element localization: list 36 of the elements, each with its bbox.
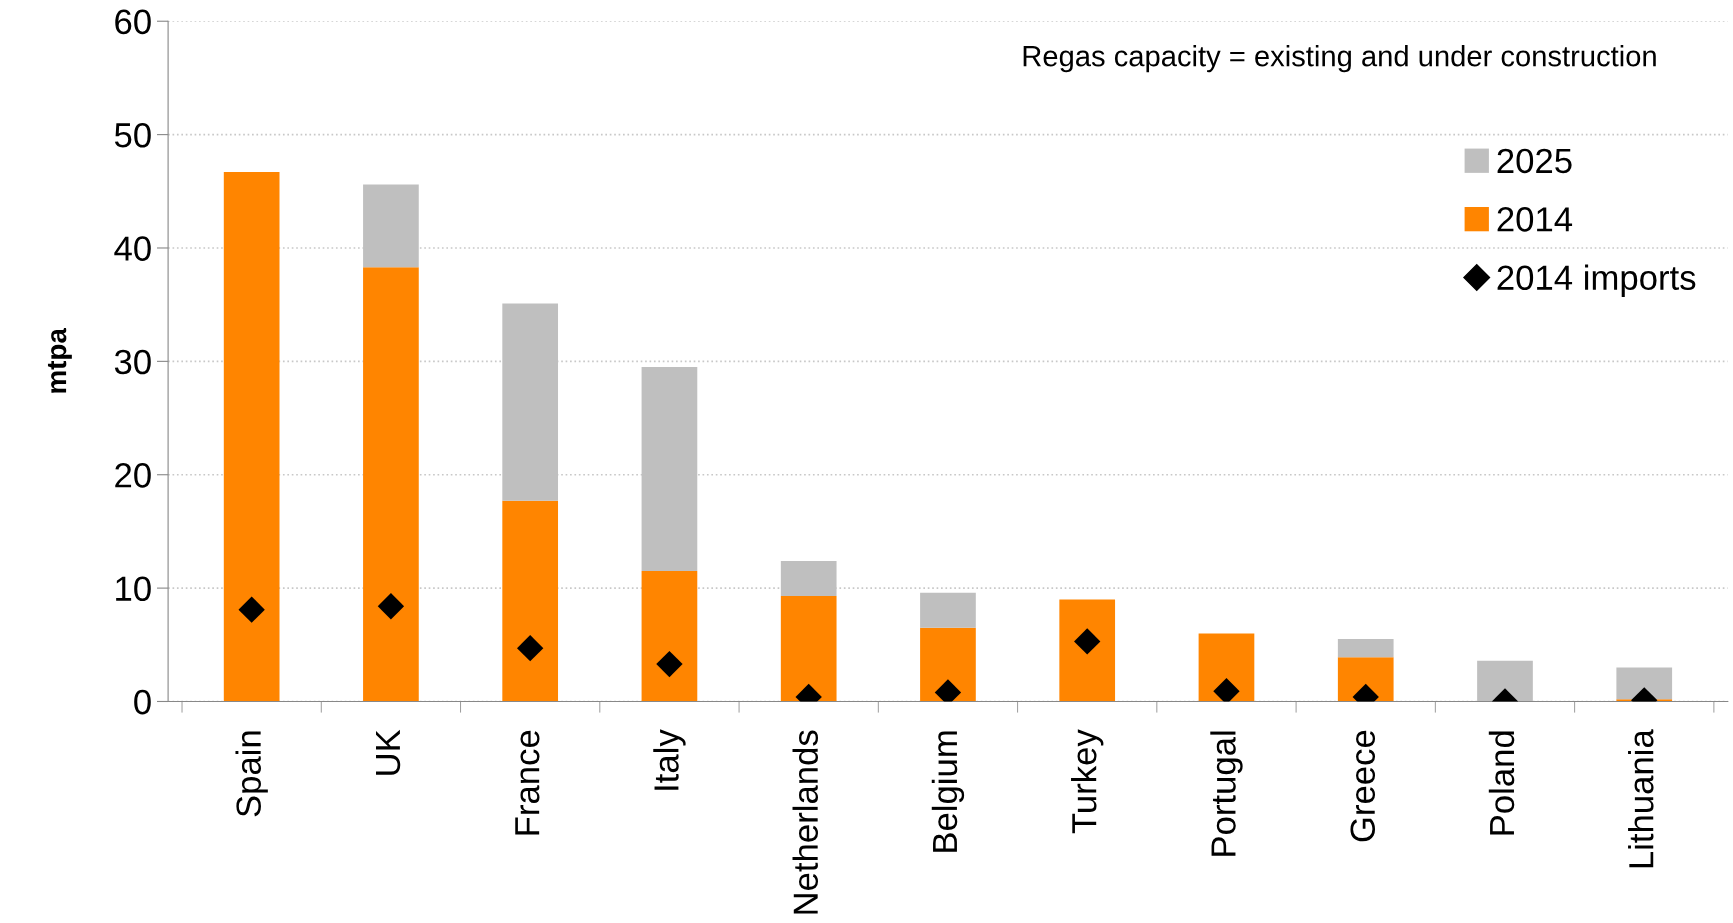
x-tick-label: France	[515, 730, 540, 835]
bar	[1616, 667, 1673, 700]
bar	[780, 596, 837, 702]
bar	[363, 267, 419, 702]
y-tick-label: 40	[114, 236, 151, 261]
y-tick-label: 50	[114, 122, 151, 148]
bar	[641, 571, 698, 702]
x-tick-label: Belgium	[931, 731, 965, 852]
y-axis-title: mtpa	[47, 327, 72, 393]
bar	[1198, 633, 1255, 702]
x-tick-label: UK	[376, 729, 401, 775]
bar	[502, 500, 559, 702]
legend-label: 2025	[1497, 148, 1572, 174]
bar	[1059, 599, 1116, 702]
legend-label: 2014 imports	[1497, 264, 1696, 297]
x-tick-label: Netherlands	[792, 730, 819, 914]
bar	[920, 592, 976, 628]
x-tick-label: Poland	[1488, 731, 1515, 835]
x-tick-label: Turkey	[1071, 729, 1104, 834]
bar	[920, 627, 976, 702]
y-tick-label: 0	[134, 689, 151, 715]
bar	[780, 560, 837, 597]
y-tick-label: 20	[115, 463, 151, 488]
x-tick-label: Spain	[235, 731, 268, 817]
x-tick-label: Italy	[653, 729, 686, 790]
y-tick-label: 10	[116, 576, 151, 602]
bar	[1337, 639, 1394, 658]
x-tick-label: Greece	[1350, 730, 1376, 842]
y-tick-label: 60	[115, 9, 151, 35]
bar	[223, 172, 280, 702]
annotation: Regas capacity = existing and under construction	[1023, 45, 1656, 73]
x-tick-label: Portugal	[1210, 731, 1243, 856]
legend-label: 2014	[1497, 207, 1573, 232]
y-tick-label: 30	[114, 349, 151, 375]
bar	[1477, 660, 1533, 702]
x-tick-label: Lithuania	[1628, 729, 1654, 868]
